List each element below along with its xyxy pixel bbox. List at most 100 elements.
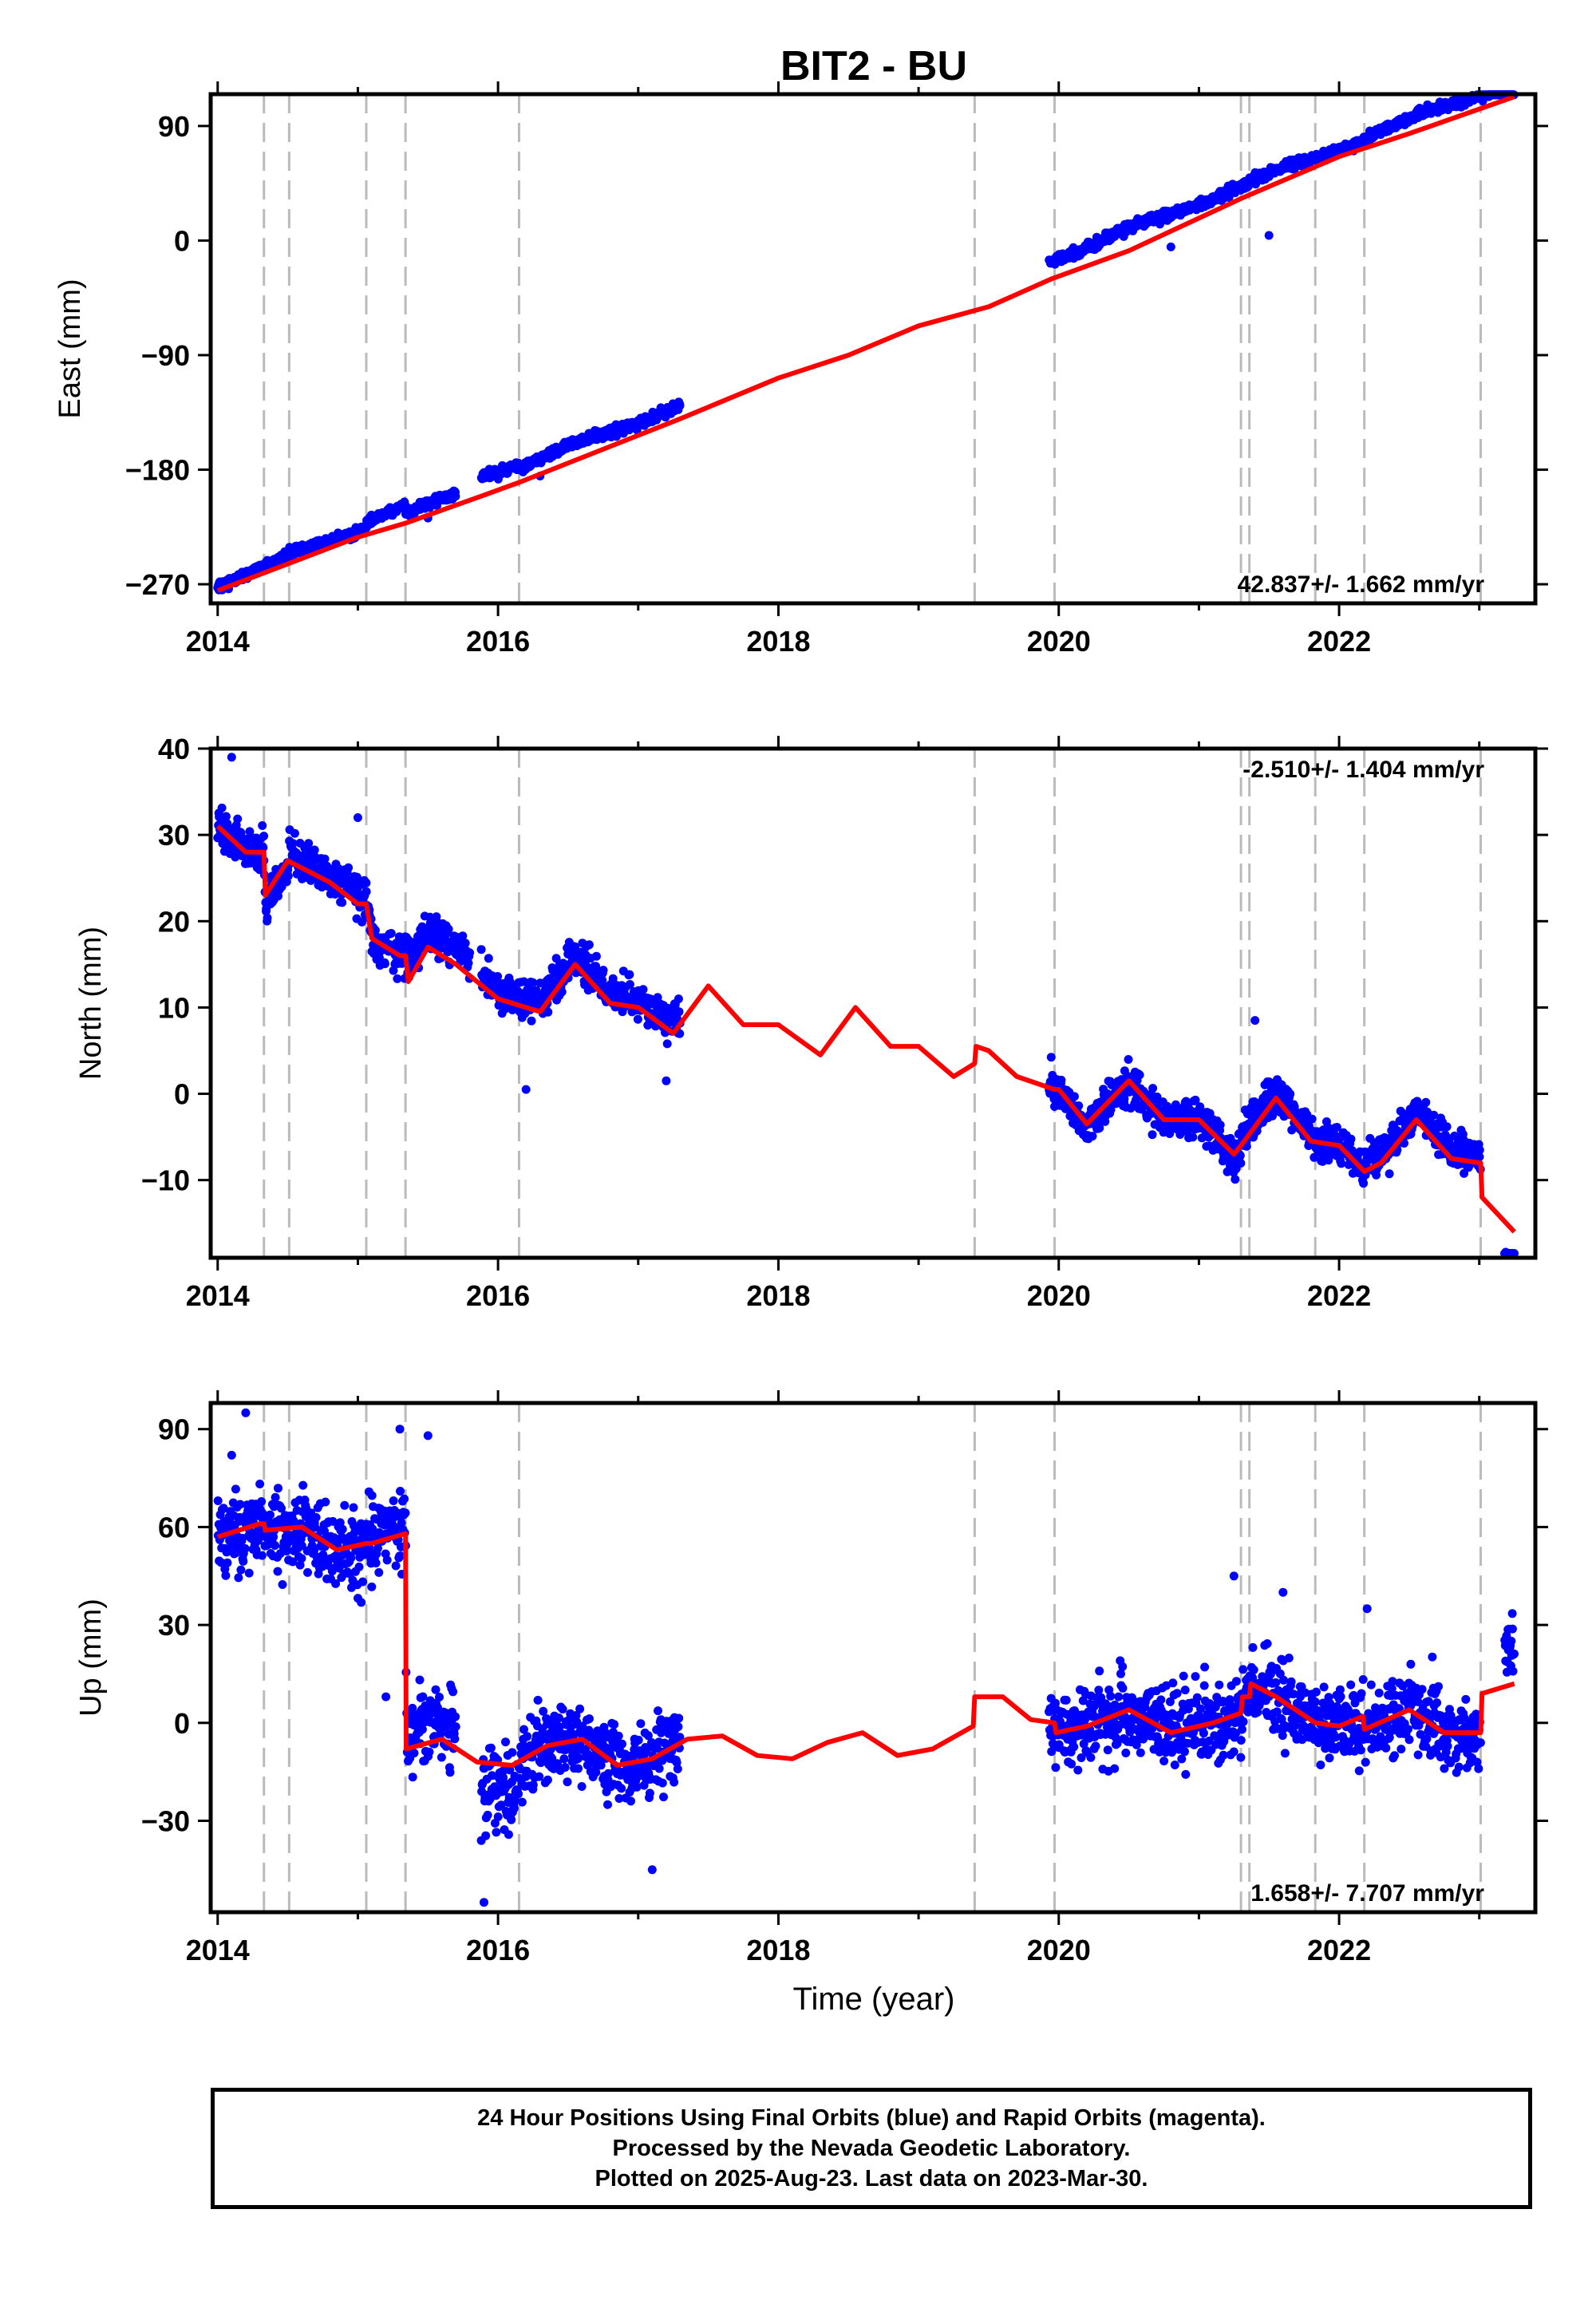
data-point xyxy=(288,839,298,848)
data-point xyxy=(528,1780,538,1789)
data-point xyxy=(625,980,634,989)
x-tick-label: 2022 xyxy=(1307,1279,1371,1312)
east-model-line xyxy=(216,94,1515,593)
data-point xyxy=(1385,1169,1394,1179)
y-tick-label: 0 xyxy=(174,224,190,257)
data-point xyxy=(221,812,231,821)
north-points xyxy=(213,753,1519,1259)
data-point xyxy=(1051,1698,1060,1708)
data-point xyxy=(233,814,243,824)
data-point xyxy=(361,878,371,887)
data-point xyxy=(674,1722,683,1732)
data-point xyxy=(543,1775,552,1784)
data-point xyxy=(1510,1249,1519,1259)
data-point xyxy=(371,1559,381,1567)
data-point xyxy=(235,1500,245,1509)
data-point xyxy=(465,948,475,958)
data-point xyxy=(662,1039,672,1049)
data-point xyxy=(418,1692,428,1701)
data-point xyxy=(519,1725,528,1734)
data-point xyxy=(1197,1133,1207,1143)
east-frame xyxy=(208,92,1538,606)
data-point xyxy=(1061,1695,1071,1705)
data-point xyxy=(213,1496,223,1505)
data-point xyxy=(240,1543,250,1553)
data-point xyxy=(636,1719,646,1729)
x-tick-label: 2014 xyxy=(186,625,250,658)
data-point xyxy=(1236,1159,1246,1168)
data-point xyxy=(450,1734,460,1744)
data-point xyxy=(346,1553,356,1563)
data-point xyxy=(415,1675,425,1685)
data-point xyxy=(249,1513,259,1523)
data-point xyxy=(673,1765,682,1773)
data-point xyxy=(266,1510,275,1520)
data-point xyxy=(445,1768,455,1777)
data-point xyxy=(591,962,601,971)
data-point xyxy=(335,1518,345,1528)
data-point xyxy=(654,1706,662,1716)
data-point xyxy=(310,845,319,855)
data-point xyxy=(674,1007,684,1017)
data-point xyxy=(662,1076,671,1085)
data-point xyxy=(528,978,538,987)
data-point xyxy=(1337,1159,1346,1168)
data-point xyxy=(311,1512,321,1522)
chart-title: BIT2 - BU xyxy=(780,43,967,89)
data-point xyxy=(1047,1747,1057,1757)
data-point xyxy=(297,1541,306,1551)
data-point xyxy=(277,1504,286,1513)
data-point xyxy=(591,1768,601,1777)
data-point xyxy=(244,1568,254,1578)
x-tick-label: 2022 xyxy=(1307,625,1371,658)
data-point xyxy=(493,972,503,981)
north-frame xyxy=(208,746,1538,1260)
data-point xyxy=(638,985,648,994)
data-point xyxy=(271,1492,280,1502)
x-tick-label: 2020 xyxy=(1027,625,1091,658)
data-point xyxy=(501,1737,510,1747)
data-point xyxy=(435,1693,444,1701)
data-point xyxy=(288,1557,298,1567)
data-point xyxy=(1264,231,1274,240)
data-point xyxy=(409,1749,419,1758)
data-point xyxy=(217,803,227,812)
data-point xyxy=(554,1713,563,1723)
data-point xyxy=(555,1722,564,1732)
y-tick-label: −270 xyxy=(125,568,190,601)
data-point xyxy=(1215,1120,1225,1130)
data-point xyxy=(560,1763,570,1772)
data-point xyxy=(1460,1168,1469,1178)
data-point xyxy=(596,1761,606,1770)
data-point xyxy=(1421,1097,1431,1107)
data-point xyxy=(658,1778,667,1788)
east-rate-label: 42.837+/- 1.662 mm/yr xyxy=(1238,571,1485,598)
data-point xyxy=(255,1480,265,1488)
data-point xyxy=(574,1764,583,1773)
data-point xyxy=(1346,1134,1356,1144)
data-point xyxy=(425,1747,434,1757)
data-point xyxy=(380,959,389,969)
data-point xyxy=(618,1739,626,1749)
data-point xyxy=(1359,1179,1369,1188)
data-point xyxy=(1475,1145,1484,1155)
data-point xyxy=(603,1800,612,1809)
data-point xyxy=(625,970,634,979)
data-point xyxy=(614,1731,623,1741)
data-point xyxy=(282,1545,292,1555)
data-point xyxy=(508,1748,517,1757)
x-tick-label: 2018 xyxy=(746,625,810,658)
data-point xyxy=(216,1558,226,1567)
data-point xyxy=(290,828,299,838)
data-point xyxy=(396,1551,405,1560)
data-point xyxy=(505,1765,515,1775)
data-point xyxy=(234,1573,243,1583)
data-point xyxy=(259,843,268,852)
data-point xyxy=(559,1754,569,1764)
data-point xyxy=(464,958,473,968)
data-point xyxy=(1188,1132,1198,1142)
data-point xyxy=(1148,1130,1157,1140)
data-point xyxy=(634,1735,643,1745)
data-point xyxy=(330,889,340,899)
